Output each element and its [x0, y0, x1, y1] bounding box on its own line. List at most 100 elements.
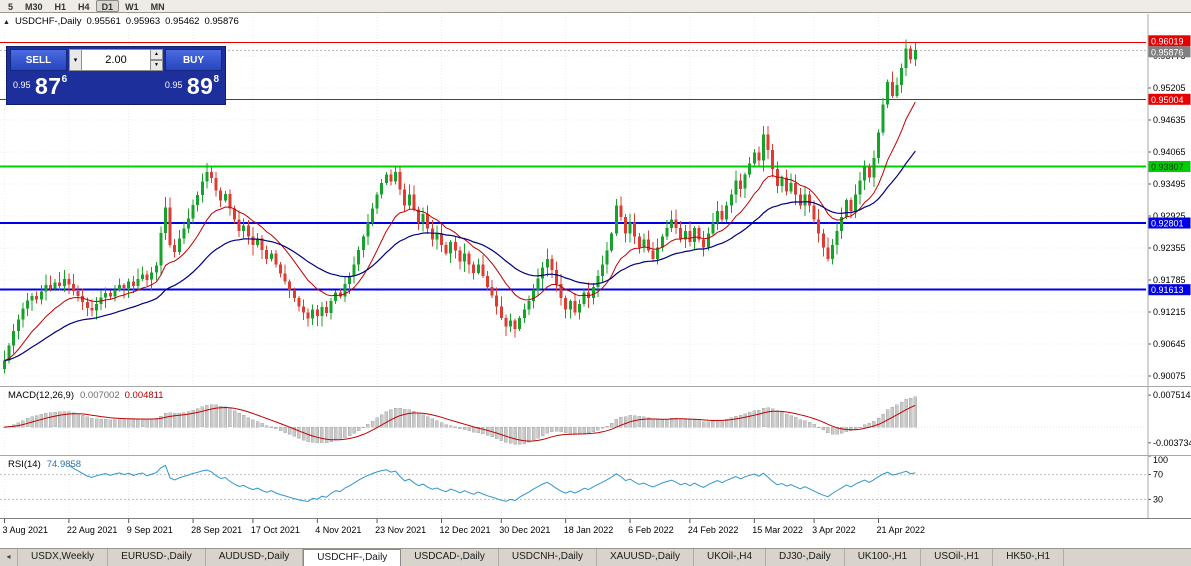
svg-text:3 Aug 2021: 3 Aug 2021	[3, 525, 49, 535]
svg-text:0.95004: 0.95004	[1151, 95, 1184, 105]
ma-line-34	[4, 150, 916, 362]
one-click-toggle-icon[interactable]: ▲	[3, 19, 10, 26]
chart-tab[interactable]: DJ30-,Daily	[766, 549, 845, 566]
chart-tab[interactable]: UKOil-,H4	[694, 549, 767, 566]
macd-signal-line	[4, 404, 916, 442]
volume-control: ▾ ▲ ▼	[69, 49, 163, 71]
chart-tab[interactable]: UK100-,H1	[845, 549, 922, 566]
timeframe-button-5[interactable]: 5	[2, 0, 19, 12]
svg-text:0.94635: 0.94635	[1153, 115, 1186, 125]
svg-text:0.96019: 0.96019	[1151, 36, 1184, 46]
svg-text:18 Jan 2022: 18 Jan 2022	[564, 525, 614, 535]
price-marker-0.93807: 0.93807	[1148, 161, 1191, 172]
chart-tab[interactable]: AUDUSD-,Daily	[206, 549, 304, 566]
timeframe-toolbar: 5 M30 H1 H4 D1 W1 MN	[0, 0, 1191, 13]
macd-value-signal: 0.004811	[124, 390, 164, 401]
pane-separators	[0, 14, 1191, 519]
rsi-value: 74.9858	[46, 459, 82, 470]
chart-tab-bar: ◂ USDX,Weekly EURUSD-,Daily AUDUSD-,Daily U…	[0, 548, 1191, 566]
svg-text:0.90075: 0.90075	[1153, 371, 1186, 381]
price-marker-0.92801: 0.92801	[1148, 217, 1191, 229]
timeframe-button-MN[interactable]: MN	[145, 0, 171, 12]
svg-text:28 Sep 2021: 28 Sep 2021	[191, 525, 242, 535]
chart-tab[interactable]: USDX,Weekly	[18, 549, 109, 566]
svg-text:0.92355: 0.92355	[1153, 243, 1186, 253]
price-marker-0.95004: 0.95004	[1148, 93, 1191, 105]
svg-text:12 Dec 2021: 12 Dec 2021	[440, 525, 491, 535]
svg-text:4 Nov 2021: 4 Nov 2021	[315, 525, 361, 535]
timeframe-button-W1[interactable]: W1	[119, 0, 145, 12]
chart-tab[interactable]: USDCHF-,Daily	[303, 549, 402, 566]
price-marker-0.91613: 0.91613	[1148, 284, 1191, 296]
svg-text:0.90645: 0.90645	[1153, 339, 1186, 349]
sell-price: 0.95 876	[13, 73, 68, 99]
svg-text:23 Nov 2021: 23 Nov 2021	[375, 525, 426, 535]
svg-text:0.92925: 0.92925	[1153, 211, 1186, 221]
volume-input[interactable]	[82, 49, 150, 71]
price-marker-0.96019: 0.96019	[1148, 35, 1191, 46]
svg-text:17 Oct 2021: 17 Oct 2021	[251, 525, 300, 535]
tab-scroll-left-icon[interactable]: ◂	[0, 549, 18, 566]
sell-button[interactable]: SELL	[10, 49, 67, 71]
ohlc-close: 0.95876	[204, 16, 239, 27]
ohlc-open: 0.95561	[86, 16, 121, 27]
pane-splitter-rsi[interactable]	[0, 453, 1191, 458]
svg-text:3 Apr 2022: 3 Apr 2022	[812, 525, 856, 535]
svg-text:6 Feb 2022: 6 Feb 2022	[628, 525, 674, 535]
chart-canvas[interactable]: 0.957750.952050.946350.940650.934950.929…	[0, 14, 1191, 548]
pane-splitter-macd[interactable]	[0, 384, 1191, 389]
horizontal-lines	[0, 41, 1146, 291]
buy-button[interactable]: BUY	[165, 49, 222, 71]
macd-indicator-label: MACD(12,26,9) 0.007002 0.004811	[8, 390, 164, 401]
svg-text:0.91613: 0.91613	[1151, 285, 1184, 295]
buy-price: 0.95 898	[164, 73, 219, 99]
rsi-axis-label: 70	[1153, 470, 1163, 480]
rsi-axis-label: 30	[1153, 494, 1163, 504]
svg-text:0.92801: 0.92801	[1151, 218, 1184, 228]
timeframe-button-H1[interactable]: H1	[49, 0, 73, 12]
svg-text:0.95205: 0.95205	[1153, 83, 1186, 93]
ma-line-13	[4, 101, 916, 362]
chart-tab[interactable]: HK50-,H1	[993, 549, 1065, 566]
price-axis[interactable]	[1148, 14, 1191, 519]
ohlc-high: 0.95963	[125, 16, 161, 27]
svg-text:30 Dec 2021: 30 Dec 2021	[499, 525, 550, 535]
price-axis-labels: 0.957750.952050.946350.940650.934950.929…	[1148, 35, 1191, 381]
timeframe-button-H4[interactable]: H4	[72, 0, 96, 12]
chart-tab[interactable]: XAUUSD-,Daily	[597, 549, 694, 566]
macd-axis-label: 0.007514	[1153, 390, 1191, 400]
volume-dropdown-icon[interactable]: ▾	[69, 49, 82, 71]
chart-tab[interactable]: EURUSD-,Daily	[108, 549, 206, 566]
rsi-axis-label: 100	[1153, 455, 1168, 465]
chart-title: ▲ USDCHF-,Daily 0.95561 0.95963 0.95462 0.958…	[3, 16, 239, 27]
chart-tab[interactable]: USOil-,H1	[921, 549, 994, 566]
chart-tab[interactable]: USDCAD-,Daily	[401, 549, 499, 566]
rsi-indicator-label: RSI(14) 74.9858	[8, 459, 81, 470]
svg-text:0.94065: 0.94065	[1153, 147, 1186, 157]
grid	[0, 14, 1146, 518]
volume-down-icon[interactable]: ▼	[150, 60, 163, 71]
rsi-name: RSI(14)	[8, 459, 41, 470]
svg-text:0.93807: 0.93807	[1151, 162, 1184, 172]
svg-text:0.93495: 0.93495	[1153, 179, 1186, 189]
candles	[3, 39, 917, 374]
time-axis[interactable]	[0, 519, 1148, 547]
macd-histogram	[2, 396, 917, 445]
svg-text:0.91215: 0.91215	[1153, 307, 1186, 317]
svg-text:0.91785: 0.91785	[1153, 275, 1186, 285]
macd-name: MACD(12,26,9)	[8, 390, 74, 401]
timeframe-button-D1[interactable]: D1	[95, 0, 120, 12]
ohlc-low: 0.95462	[165, 16, 200, 27]
svg-text:21 Apr 2022: 21 Apr 2022	[877, 525, 926, 535]
volume-up-icon[interactable]: ▲	[150, 49, 163, 60]
rsi-line	[68, 464, 916, 503]
chart-tab[interactable]: USDCNH-,Daily	[499, 549, 597, 566]
macd-value-main: 0.007002	[80, 390, 120, 401]
timeframe-button-M30[interactable]: M30	[19, 0, 49, 12]
date-axis-labels: 3 Aug 2021 22 Aug 2021 9 Sep 2021 28 Sep 20…	[3, 519, 926, 535]
svg-text:24 Feb 2022: 24 Feb 2022	[688, 525, 739, 535]
svg-text:22 Aug 2021: 22 Aug 2021	[67, 525, 118, 535]
svg-text:0.95876: 0.95876	[1151, 47, 1184, 57]
svg-text:15 Mar 2022: 15 Mar 2022	[752, 525, 803, 535]
